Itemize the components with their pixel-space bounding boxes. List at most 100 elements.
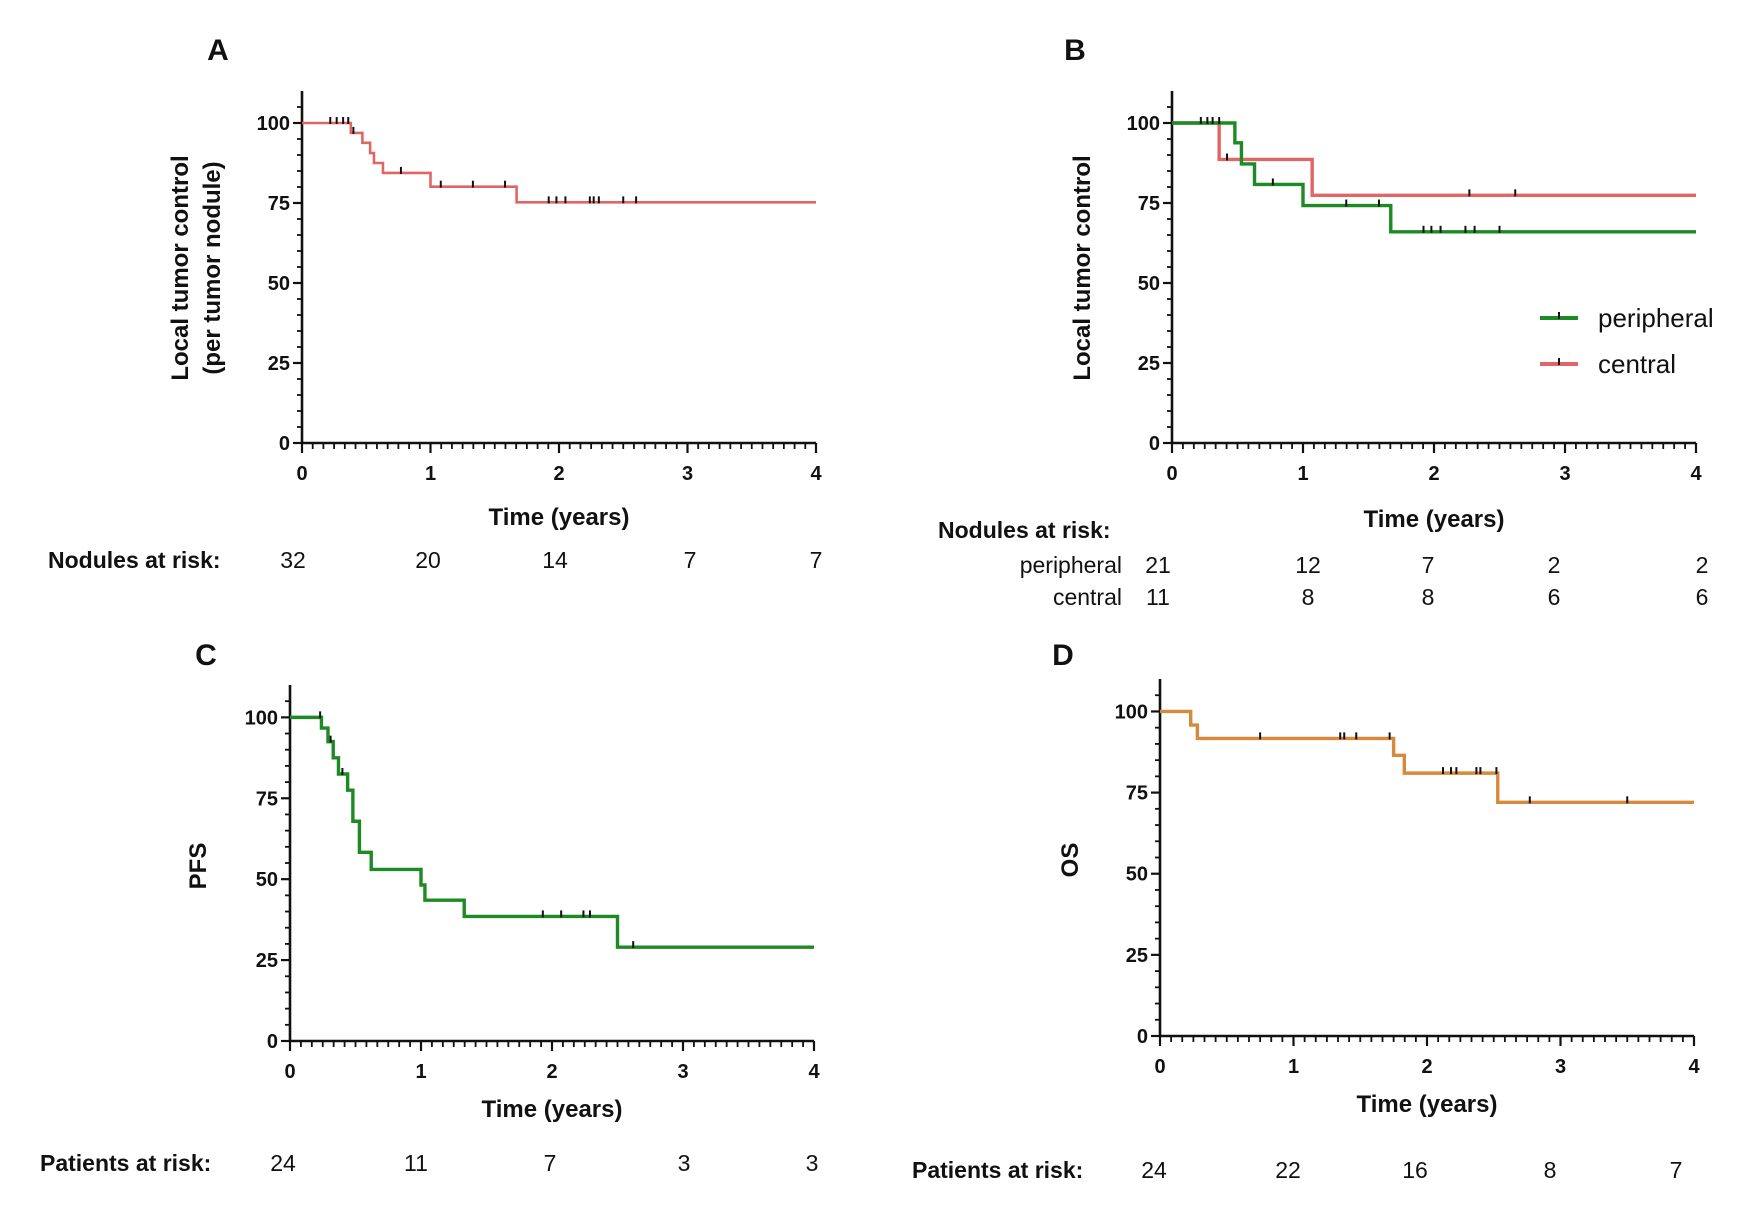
y-axis-title: Local tumor control xyxy=(167,155,194,380)
panel-letter: C xyxy=(195,639,217,672)
series-PFS xyxy=(290,711,814,949)
legend-label-peripheral: peripheral xyxy=(1598,303,1714,333)
risk-table-title: Patients at risk: xyxy=(40,1150,211,1176)
x-tick-label: 2 xyxy=(1421,1056,1432,1078)
risk-count: 14 xyxy=(542,547,568,573)
x-tick-label: 4 xyxy=(1690,463,1702,485)
risk-count: 32 xyxy=(280,547,306,573)
y-tick-label: 75 xyxy=(256,788,278,810)
risk-row-label: central xyxy=(1053,584,1122,610)
series-OS xyxy=(1160,709,1694,805)
risk-table-title: Nodules at risk: xyxy=(48,547,221,573)
y-tick-label: 50 xyxy=(268,273,290,295)
series-peripheral xyxy=(1172,117,1696,234)
x-tick-label: 4 xyxy=(1688,1056,1700,1078)
y-axis-title: Local tumor control xyxy=(1069,155,1096,380)
y-tick-label: 100 xyxy=(257,113,290,135)
x-tick-label: 4 xyxy=(810,463,822,485)
risk-count: 16 xyxy=(1402,1157,1428,1183)
x-tick-label: 3 xyxy=(682,463,693,485)
y-tick-label: 25 xyxy=(256,950,278,972)
risk-table: Patients at risk: 24 11 7 3 3 xyxy=(40,1150,818,1176)
y-tick-label: 50 xyxy=(256,869,278,891)
series-central xyxy=(1172,121,1696,198)
risk-count: 3 xyxy=(678,1150,691,1176)
x-axis-title: Time (years) xyxy=(482,1096,623,1123)
panel-letter: A xyxy=(207,34,229,67)
risk-count: 7 xyxy=(1422,552,1435,578)
x-tick-label: 1 xyxy=(1297,463,1308,485)
risk-table-title: Nodules at risk: xyxy=(938,517,1111,543)
x-tick-label: 4 xyxy=(808,1061,820,1083)
x-tick-label: 1 xyxy=(425,463,436,485)
risk-table-title: Patients at risk: xyxy=(912,1157,1083,1183)
risk-count: 6 xyxy=(1548,584,1561,610)
panel-letter: B xyxy=(1064,34,1086,67)
legend-label-central: central xyxy=(1598,349,1676,379)
x-axis-title: Time (years) xyxy=(1357,1091,1498,1118)
risk-count: 11 xyxy=(1146,584,1170,610)
y-tick-label: 50 xyxy=(1138,273,1160,295)
panel-letter: D xyxy=(1052,639,1074,672)
survival-curve xyxy=(302,121,816,204)
y-tick-label: 50 xyxy=(1126,864,1148,886)
x-tick-label: 3 xyxy=(1555,1056,1566,1078)
risk-count: 20 xyxy=(415,547,441,573)
y-tick-label: 25 xyxy=(1126,945,1148,967)
survival-curve xyxy=(1160,709,1694,805)
risk-count: 8 xyxy=(1422,584,1435,610)
x-tick-label: 1 xyxy=(1288,1056,1299,1078)
risk-count: 8 xyxy=(1544,1157,1557,1183)
risk-count: 7 xyxy=(684,547,697,573)
risk-count: 8 xyxy=(1302,584,1315,610)
y-tick-label: 0 xyxy=(267,1031,278,1053)
x-tick-label: 0 xyxy=(1166,463,1177,485)
y-axis-title: PFS xyxy=(185,843,212,890)
x-axis-title: Time (years) xyxy=(1364,506,1505,533)
legend: peripheral central xyxy=(1540,303,1714,379)
y-tick-label: 0 xyxy=(1149,433,1160,455)
panel-a: A 0 25 50 75 100 0 1 2 3 4 Time (years) Local tumor … xyxy=(48,34,822,573)
risk-row-label: peripheral xyxy=(1020,552,1122,578)
y-axis-title-line2: (per tumor nodule) xyxy=(199,161,226,374)
survival-curve xyxy=(1172,121,1696,198)
survival-curve xyxy=(1172,121,1696,234)
risk-table: Nodules at risk: 32 20 14 7 7 xyxy=(48,547,822,573)
x-tick-label: 0 xyxy=(284,1061,295,1083)
x-tick-label: 3 xyxy=(677,1061,688,1083)
y-tick-label: 75 xyxy=(1138,193,1160,215)
x-tick-label: 2 xyxy=(1428,463,1439,485)
risk-count: 2 xyxy=(1696,552,1709,578)
series-all-nodules xyxy=(302,117,816,204)
risk-count: 12 xyxy=(1295,552,1321,578)
risk-count: 2 xyxy=(1548,552,1561,578)
y-tick-label: 0 xyxy=(1137,1026,1148,1048)
panel-c: C 0 25 50 75 100 0 1 2 3 4 Time (years) PFS Patients … xyxy=(40,639,820,1176)
x-tick-label: 0 xyxy=(296,463,307,485)
risk-count: 24 xyxy=(270,1150,296,1176)
x-tick-label: 2 xyxy=(553,463,564,485)
y-tick-label: 100 xyxy=(245,707,278,729)
x-tick-label: 2 xyxy=(546,1061,557,1083)
survival-curve xyxy=(290,715,814,949)
x-tick-label: 3 xyxy=(1559,463,1570,485)
y-tick-label: 75 xyxy=(1126,783,1148,805)
risk-count: 7 xyxy=(810,547,823,573)
risk-count: 22 xyxy=(1275,1157,1301,1183)
risk-count: 24 xyxy=(1141,1157,1167,1183)
risk-count: 7 xyxy=(544,1150,557,1176)
risk-table: Nodules at risk: peripheral 21 12 7 2 2 central… xyxy=(938,517,1708,610)
y-tick-label: 0 xyxy=(279,433,290,455)
y-tick-label: 75 xyxy=(268,193,290,215)
risk-table: Patients at risk: 24 22 16 8 7 xyxy=(912,1157,1682,1183)
risk-count: 11 xyxy=(404,1150,428,1176)
y-tick-label: 25 xyxy=(1138,353,1160,375)
y-tick-label: 100 xyxy=(1127,113,1160,135)
y-tick-label: 25 xyxy=(268,353,290,375)
x-axis-title: Time (years) xyxy=(489,504,630,531)
x-tick-label: 1 xyxy=(415,1061,426,1083)
risk-count: 6 xyxy=(1696,584,1709,610)
y-tick-label: 100 xyxy=(1115,701,1148,723)
